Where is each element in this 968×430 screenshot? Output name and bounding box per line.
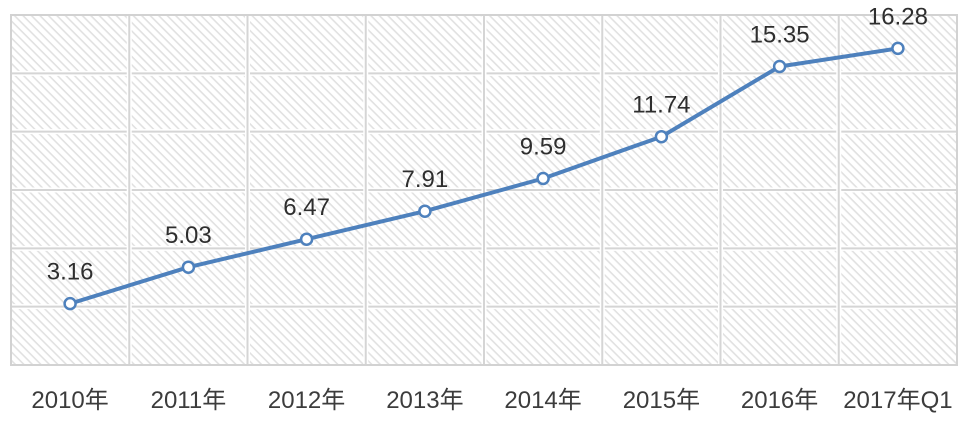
- data-label-2: 6.47: [283, 194, 330, 221]
- data-point-marker-2: [299, 232, 314, 246]
- x-axis-label-5: 2015年: [623, 387, 700, 414]
- data-label-6: 15.35: [750, 22, 810, 49]
- data-point-marker-4: [536, 171, 550, 186]
- data-label-4: 9.59: [520, 134, 567, 161]
- x-axis-label-7: 2017年Q1: [843, 387, 952, 414]
- data-point-marker-0: [63, 296, 77, 311]
- data-label-5: 11.74: [632, 92, 690, 119]
- x-axis-label-1: 2011年: [151, 387, 227, 414]
- data-point-marker-5: [654, 129, 669, 144]
- data-label-0: 3.16: [47, 259, 94, 286]
- series-line: [68, 46, 900, 306]
- data-point-marker-6: [772, 59, 787, 74]
- data-point-marker-7: [891, 41, 905, 56]
- data-label-3: 7.91: [402, 166, 449, 193]
- x-axis-label-4: 2014年: [504, 387, 581, 414]
- data-point-marker-1: [181, 260, 196, 274]
- x-axis-label-0: 2010年: [31, 387, 108, 414]
- x-axis-label-2: 2012年: [268, 387, 345, 414]
- x-axis-label-3: 2013年: [386, 387, 463, 414]
- x-axis-label-6: 2016年: [741, 387, 818, 414]
- data-label-1: 5.03: [165, 222, 212, 249]
- data-label-7: 16.28: [868, 3, 928, 30]
- plot-border: [10, 14, 958, 366]
- data-point-marker-3: [418, 204, 432, 218]
